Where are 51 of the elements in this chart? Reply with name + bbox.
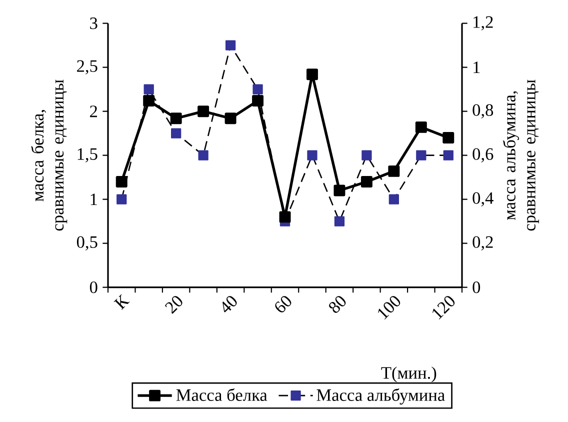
x-tick-label: 40 <box>222 296 237 312</box>
y2-tick-label: 0 <box>472 281 480 294</box>
point <box>443 150 454 160</box>
y2-tick-label: 0,4 <box>472 192 494 206</box>
y2-tick-label: 0,2 <box>472 236 493 250</box>
y-tick-label: 3 <box>90 18 98 30</box>
point <box>442 132 454 144</box>
point <box>252 84 263 94</box>
point <box>144 84 154 94</box>
x-tick-label: К <box>114 294 130 310</box>
point <box>224 112 236 124</box>
x-axis-title: Т(мин.) <box>381 366 436 382</box>
y-tick-label: 0 <box>90 281 98 294</box>
x-tick-label: 100 <box>378 296 400 320</box>
point <box>360 176 372 188</box>
y-tick-label: 1,5 <box>78 148 98 162</box>
point <box>415 121 427 133</box>
y-axis-title: масса белка, сравнимые единицы <box>31 80 68 231</box>
point <box>198 106 210 118</box>
point <box>307 150 318 160</box>
point <box>198 150 208 160</box>
point <box>116 176 128 188</box>
point <box>416 150 426 160</box>
point <box>279 211 291 223</box>
y2-tick-label: 1 <box>474 62 480 74</box>
legend-label: Масса белка <box>176 388 268 401</box>
y2-tick-label: 1,2 <box>474 16 493 30</box>
legend-label: Масса альбумина <box>316 388 445 405</box>
point <box>334 216 345 226</box>
y2-axis-title: масса альбумина, сравнимые единицы <box>502 80 539 231</box>
point <box>171 128 182 138</box>
x-tick-label: 120 <box>432 296 455 320</box>
point <box>362 150 372 160</box>
point <box>306 68 318 80</box>
y2-tick-label: 0,8 <box>472 104 494 118</box>
point <box>170 112 182 124</box>
point <box>252 95 264 107</box>
point <box>116 194 127 204</box>
y-tick-label: 2 <box>90 106 98 118</box>
x-tick-label: 60 <box>275 296 292 312</box>
point <box>388 194 399 204</box>
y-tick-label: 2,5 <box>77 60 98 74</box>
y2-tick-label: 0,6 <box>472 148 494 162</box>
x-tick-label: 80 <box>329 296 346 313</box>
y-tick-label: 1 <box>90 194 97 206</box>
point <box>143 95 155 107</box>
point <box>388 165 400 177</box>
y-tick-label: 0,5 <box>76 236 98 250</box>
x-tick-label: 20 <box>164 296 182 314</box>
point <box>225 40 236 50</box>
point <box>334 184 346 196</box>
